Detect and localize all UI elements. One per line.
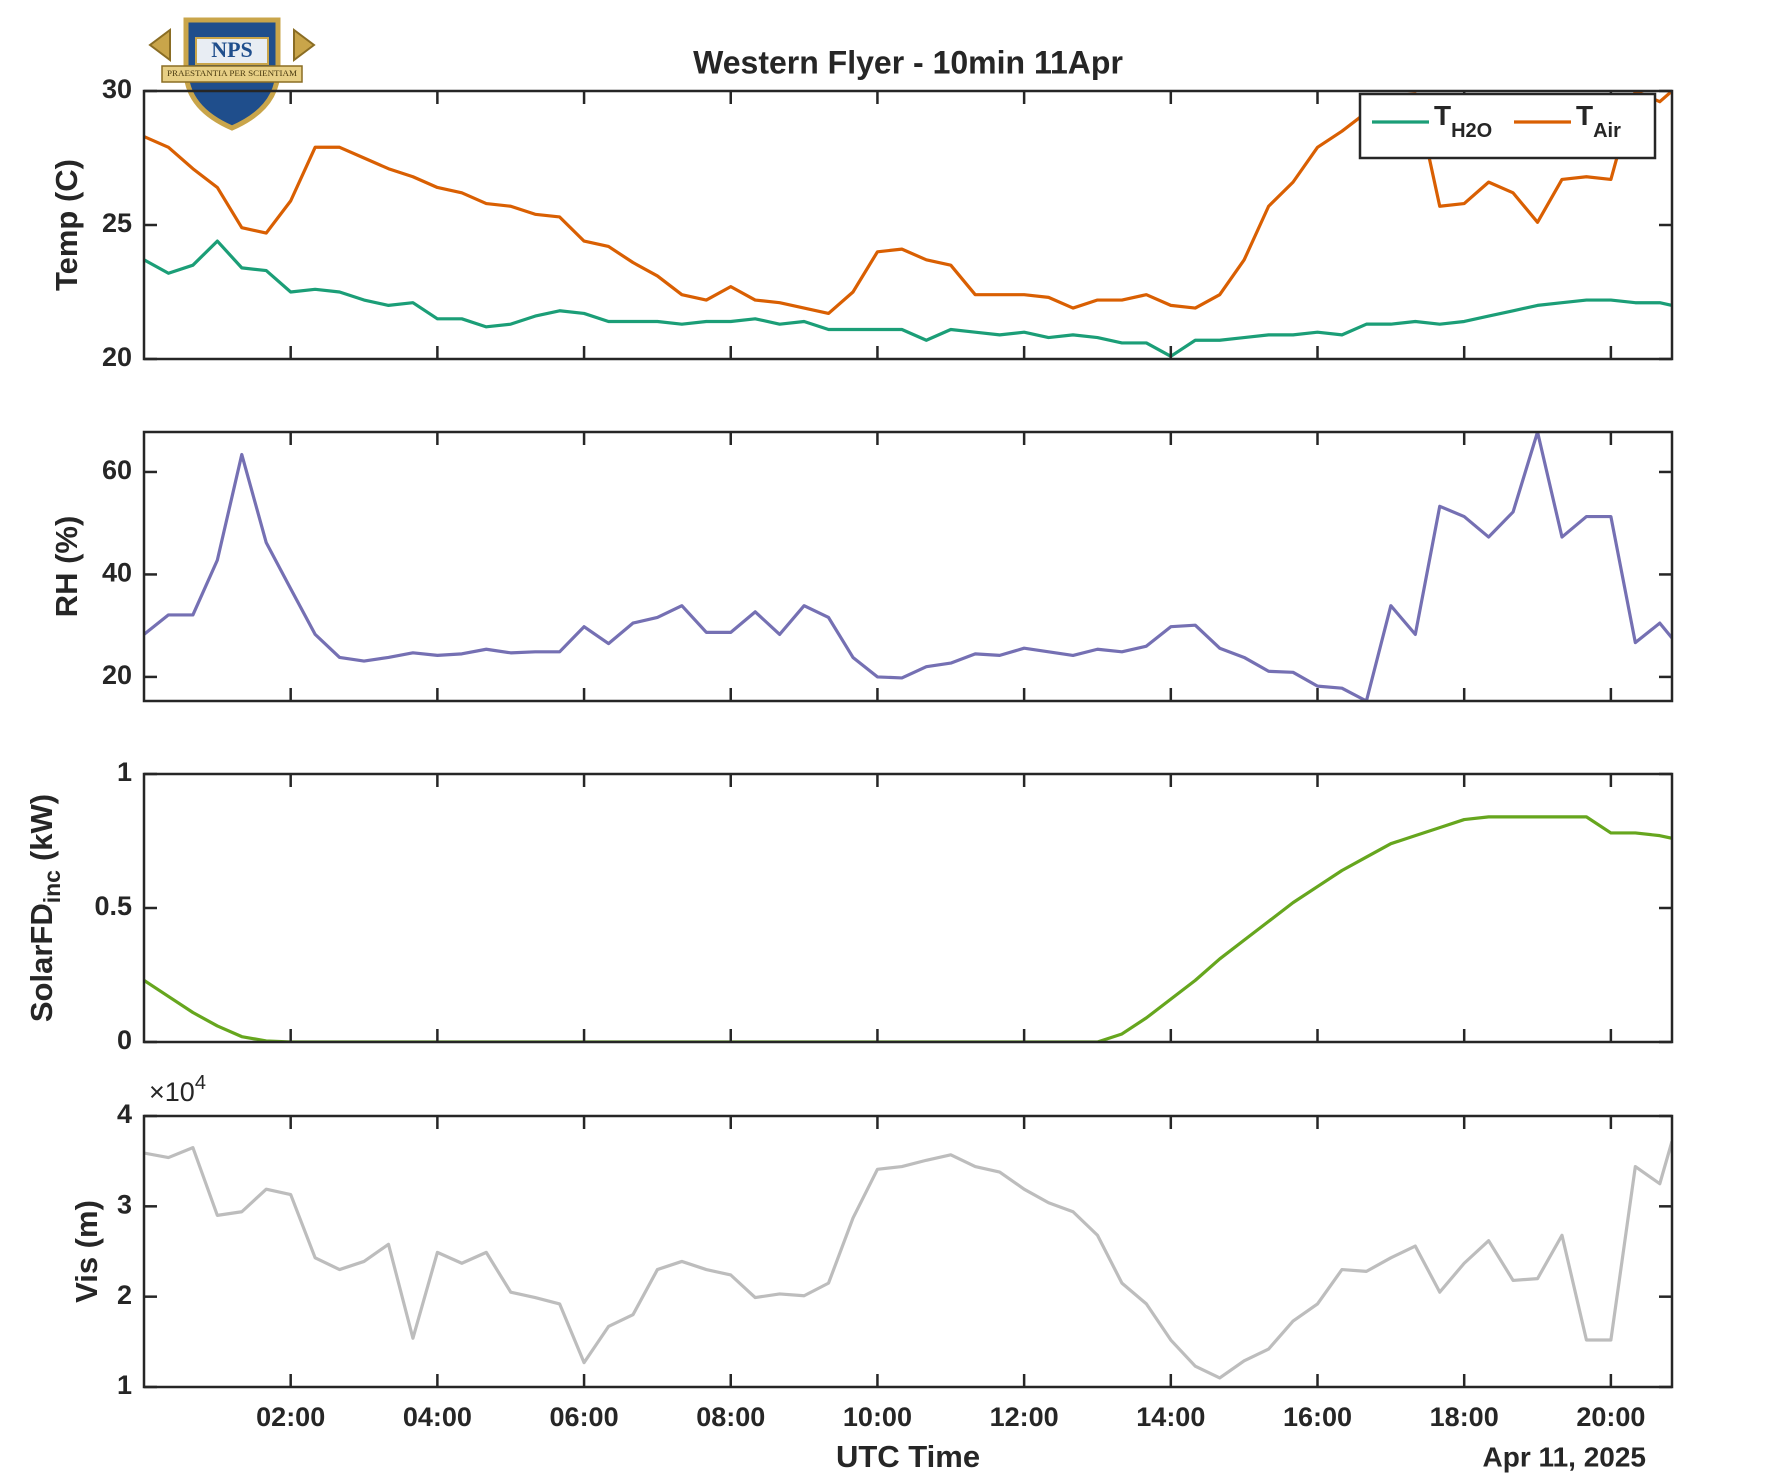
panel: 20 40 60 RH (%) xyxy=(49,430,1674,703)
y-exponent-power: 4 xyxy=(195,1072,206,1094)
data-line xyxy=(144,239,1672,358)
y-axis-label: Temp (C) xyxy=(49,159,84,291)
y-tick-label: 20 xyxy=(102,660,132,690)
y-tick-label: 20 xyxy=(102,342,132,372)
x-tick-label: 16:00 xyxy=(1283,1402,1352,1432)
logo-motto: PRAESTANTIA PER SCIENTIAM xyxy=(167,69,297,78)
y-tick-label: 0.5 xyxy=(94,891,132,921)
y-axis-label-text: Temp (C) xyxy=(49,159,84,291)
y-tick-label: 40 xyxy=(102,558,132,588)
x-tick-label: 02:00 xyxy=(256,1402,325,1432)
y-axis-label-text: Vis (m) xyxy=(69,1200,104,1303)
x-tick-label: 10:00 xyxy=(843,1402,912,1432)
x-tick-label: 06:00 xyxy=(550,1402,619,1432)
y-axis-label-text: SolarFD xyxy=(24,903,59,1022)
data-line xyxy=(144,815,1672,1042)
x-tick-label: 12:00 xyxy=(990,1402,1059,1432)
y-tick-label: 3 xyxy=(117,1189,132,1219)
y-tick-label: 30 xyxy=(102,74,132,104)
y-axis-label-unit: (kW) xyxy=(24,794,59,861)
chart-title: Western Flyer - 10min 11Apr xyxy=(693,44,1123,80)
y-axis-label-sub: inc xyxy=(39,870,65,903)
x-axis-label: UTC Time xyxy=(836,1439,980,1474)
logo-ribbon xyxy=(161,65,303,83)
y-tick-label: 1 xyxy=(117,757,132,787)
y-axis-label: RH (%) xyxy=(49,516,84,618)
y-tick-label: 1 xyxy=(117,1370,132,1400)
legend-box xyxy=(1358,92,1657,160)
legend-name-sub: H2O xyxy=(1451,120,1492,142)
legend-label: TAir xyxy=(1576,100,1621,142)
y-axis-label: Vis (m) xyxy=(69,1200,104,1303)
y-tick-label: 25 xyxy=(102,208,132,238)
y-axis-label-text: RH (%) xyxy=(49,516,84,618)
x-tick-label: 18:00 xyxy=(1430,1402,1499,1432)
legend-label: TH2O xyxy=(1434,100,1492,142)
legend-name-sub: Air xyxy=(1593,120,1621,142)
x-tick-label: 14:00 xyxy=(1136,1402,1205,1432)
axes-frame xyxy=(142,430,1674,703)
y-exponent-base: ×10 xyxy=(149,1077,195,1107)
y-exponent: ×104 xyxy=(149,1072,206,1107)
x-tick-label: 04:00 xyxy=(403,1402,472,1432)
y-axis-label: SolarFDinc (kW) xyxy=(24,794,65,1022)
x-tick-label: 20:00 xyxy=(1576,1402,1645,1432)
y-tick-label: 2 xyxy=(117,1280,132,1310)
logo: NPS PRAESTANTIA PER SCIENTIAM xyxy=(148,17,316,131)
axes-frame xyxy=(142,1114,1674,1389)
panel: 1 2 3 4 02:00 04:00 06:00 08:00 10:00 12:00 14:00 1… xyxy=(69,1072,1674,1432)
panel: 0 0.5 1 SolarFDinc (kW) xyxy=(24,757,1674,1055)
date-label: Apr 11, 2025 xyxy=(1483,1441,1646,1472)
logo-plate xyxy=(195,37,269,65)
y-tick-label: 60 xyxy=(102,455,132,485)
axes-frame xyxy=(142,772,1674,1044)
y-tick-label: 4 xyxy=(117,1099,132,1129)
legend-name: T xyxy=(1434,100,1451,131)
data-line xyxy=(144,432,1672,701)
y-tick-label: 0 xyxy=(117,1025,132,1055)
logo-ribbon-ends xyxy=(148,28,316,62)
legend-name: T xyxy=(1576,100,1593,131)
x-tick-label: 08:00 xyxy=(696,1402,765,1432)
data-line xyxy=(144,1140,1672,1380)
logo-name: NPS xyxy=(211,37,253,62)
